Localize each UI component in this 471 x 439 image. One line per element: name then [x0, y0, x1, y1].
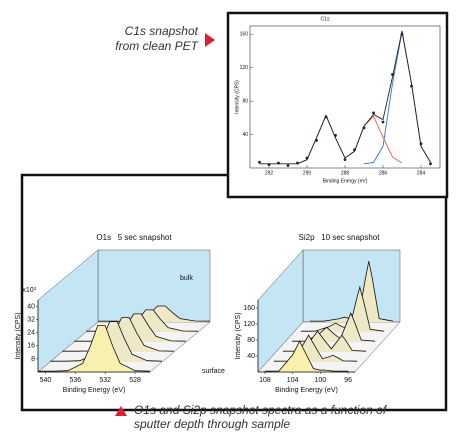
y-tick-label: 160	[240, 32, 249, 38]
y-tick-label: 40	[247, 353, 255, 360]
inset-caption: C1s snapshot	[125, 24, 199, 38]
y-tick-label: 80	[247, 337, 255, 344]
x-axis-label: Binding Energy (eV)	[323, 178, 368, 184]
data-point	[391, 73, 394, 76]
data-point	[315, 139, 318, 142]
trace-fill	[309, 261, 394, 322]
data-point	[400, 32, 404, 36]
y-tick-label: 120	[243, 321, 255, 328]
trace	[62, 317, 175, 352]
annotation: bulk	[180, 275, 193, 282]
x-tick-label: 104	[287, 377, 299, 384]
trace-fill	[38, 325, 150, 372]
trace	[264, 340, 349, 372]
x-tick-label: 288	[341, 170, 350, 176]
y-tick-label: 160	[243, 305, 255, 312]
y-tick-label: 32	[27, 316, 35, 323]
y-tick-label: 40	[27, 303, 35, 310]
pointer	[115, 406, 127, 416]
y-tick-label: 16	[27, 343, 35, 350]
x-tick-label: 100	[315, 377, 327, 384]
y-axis-label: Intensity (CPS)	[235, 312, 242, 359]
y-tick-label: 80	[242, 99, 248, 105]
y-tick-label: 8	[31, 356, 35, 363]
x-tick-label: 540	[40, 377, 52, 384]
pointer	[205, 33, 215, 47]
data-point	[362, 126, 366, 130]
chart-title: Si2p 10 sec snapshot	[299, 233, 381, 242]
x-tick-label: 532	[99, 377, 111, 384]
main-caption: O1s and Si2p snapshot spectra as a funct…	[134, 403, 388, 417]
x-axis-label: Binding Energy (eV)	[63, 387, 126, 394]
data-point	[334, 134, 337, 137]
trace	[50, 321, 163, 362]
trace-fill	[264, 341, 349, 372]
trace	[38, 325, 151, 372]
y-axis-label: Intensity (CPS)	[15, 312, 22, 359]
data-point	[381, 120, 385, 124]
x-tick-label: 292	[265, 170, 274, 176]
x-tick-label: 536	[69, 377, 81, 384]
main-panel: O1s 5 sec snapshot 540 536 532 528 8 16 24 32 40 B…	[15, 233, 401, 394]
inset-panel: C1s 292 290 288 286 284 40 80 120 160 Binding Ener…	[234, 16, 441, 184]
data-point	[324, 115, 328, 119]
main-caption: sputter depth through sample	[134, 417, 290, 431]
data-point	[296, 161, 299, 165]
annotation: surface	[202, 368, 225, 375]
data-point	[305, 156, 309, 160]
x-tick-label: 284	[417, 170, 426, 176]
y-tick-label: 120	[240, 65, 249, 71]
y-scale-label: x10³	[22, 287, 36, 294]
data-point	[258, 160, 261, 164]
data-point	[372, 111, 375, 115]
trace-fill	[300, 287, 385, 332]
data-point	[343, 158, 347, 162]
data-point	[419, 142, 423, 146]
x-tick-label: 108	[259, 377, 271, 384]
data-point	[277, 161, 280, 165]
fit-line	[259, 30, 431, 165]
data-point	[267, 163, 271, 167]
inset-frame	[226, 11, 449, 199]
data-point	[353, 148, 356, 152]
x-tick-label: 528	[129, 377, 141, 384]
chart-title: O1s 5 sec snapshot	[96, 233, 172, 242]
x-axis-label: Binding Energy (eV)	[275, 387, 338, 394]
x-tick-label: 286	[379, 170, 388, 176]
y-tick-label: 40	[242, 132, 248, 138]
back-wall	[302, 249, 401, 323]
x-tick-label: 290	[303, 170, 312, 176]
data-point	[429, 162, 432, 166]
trace-fill	[291, 313, 376, 342]
y-tick-label: 24	[27, 330, 35, 337]
inset-caption: from clean PET	[115, 39, 199, 53]
x-tick-label: 96	[344, 377, 352, 384]
data-point	[410, 84, 413, 88]
y-axis-label: Intensity (CPS)	[234, 80, 240, 114]
data-point	[286, 164, 290, 167]
chart-title: C1s	[321, 16, 330, 22]
